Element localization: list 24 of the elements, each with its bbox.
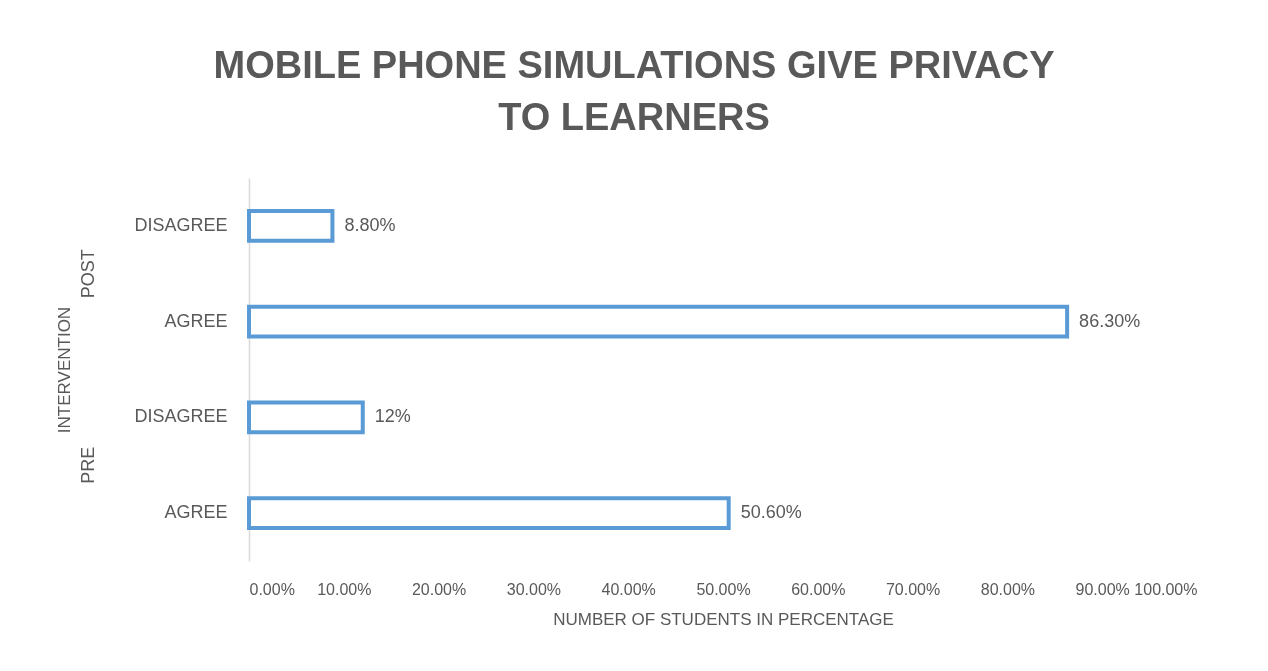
text: POST: [78, 249, 98, 299]
x-tick-label: 0.00%: [249, 580, 295, 598]
x-axis-title: NUMBER OF STUDENTS IN PERCENTAGE: [553, 609, 894, 629]
x-tick-label: 50.00%: [696, 580, 751, 598]
y-tick-label: AGREE: [164, 502, 228, 523]
data-label: 12%: [374, 406, 411, 427]
x-tick-label: 90.00%: [1075, 580, 1130, 598]
text: PRE: [78, 446, 98, 484]
data-label: 8.80%: [344, 214, 396, 235]
x-tick-label: 20.00%: [411, 580, 467, 598]
y-axis-title: INTERVENTION: [55, 306, 75, 434]
x-tick-label: 60.00%: [791, 580, 846, 598]
x-tick-label: 100.00%: [1134, 580, 1198, 598]
chart-title: MOBILE PHONE SIMULATIONS GIVE PRIVACY TO LEARNERS: [213, 44, 1055, 138]
x-tick-label: 40.00%: [601, 580, 656, 598]
y-tick-label: AGREE: [164, 310, 228, 331]
x-tick-label: 70.00%: [885, 580, 941, 598]
data-label: 50.60%: [740, 502, 802, 523]
x-tick-label: 10.00%: [317, 580, 372, 598]
data-label: 86.30%: [1079, 310, 1141, 331]
y-tick-label: DISAGREE: [134, 214, 228, 235]
x-tick-label: 80.00%: [980, 580, 1036, 598]
x-tick-label: 30.00%: [506, 580, 562, 598]
y-tick-label: DISAGREE: [134, 406, 228, 427]
